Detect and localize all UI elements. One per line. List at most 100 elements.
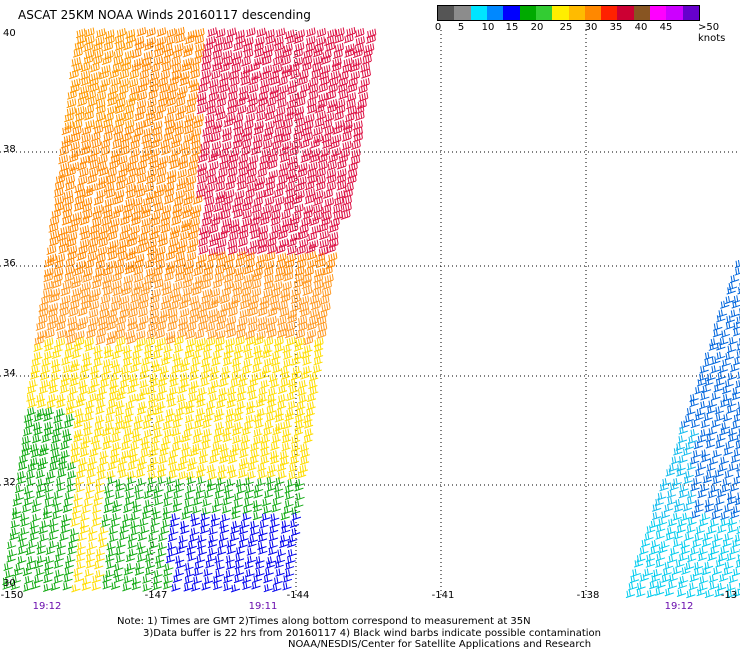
wind-barb bbox=[43, 583, 53, 592]
wind-barb bbox=[298, 394, 308, 404]
wind-barb bbox=[184, 576, 194, 585]
wind-barb bbox=[196, 464, 206, 474]
legend-swatch bbox=[454, 6, 471, 20]
wind-barb bbox=[154, 485, 164, 494]
wind-barb bbox=[254, 48, 264, 59]
wind-barb bbox=[165, 408, 175, 418]
wind-barb bbox=[95, 554, 105, 563]
wind-barb bbox=[232, 435, 242, 444]
wind-barb bbox=[271, 504, 281, 513]
wind-barb bbox=[309, 308, 320, 319]
wind-barb bbox=[225, 555, 235, 564]
wind-barb bbox=[77, 97, 87, 107]
wind-barb bbox=[700, 429, 710, 438]
wind-barb bbox=[116, 91, 127, 102]
wind-barb bbox=[144, 567, 155, 576]
wind-barb bbox=[357, 84, 368, 94]
wind-barb bbox=[153, 48, 164, 58]
wind-barb bbox=[50, 582, 61, 591]
wind-barb bbox=[214, 555, 224, 564]
wind-barb bbox=[41, 357, 51, 367]
wind-barb bbox=[318, 92, 328, 103]
wind-barb bbox=[721, 358, 732, 368]
wind-barb bbox=[119, 532, 129, 541]
wind-barb bbox=[240, 434, 251, 444]
wind-speed-legend bbox=[437, 5, 700, 21]
wind-barb bbox=[273, 336, 284, 347]
wind-barb bbox=[48, 532, 58, 541]
wind-barb bbox=[720, 422, 731, 431]
wind-barb bbox=[286, 34, 297, 45]
wind-barb bbox=[186, 97, 197, 108]
wind-barb bbox=[717, 309, 728, 318]
wind-barb bbox=[703, 413, 713, 422]
wind-barb bbox=[344, 43, 355, 54]
wind-barb bbox=[350, 70, 360, 81]
wind-barb bbox=[694, 499, 704, 508]
wind-barb bbox=[71, 511, 81, 521]
wind-barb bbox=[289, 62, 300, 73]
wind-barb bbox=[171, 427, 182, 437]
wind-barb bbox=[215, 111, 226, 121]
wind-barb bbox=[224, 337, 235, 348]
wind-barb bbox=[128, 393, 138, 403]
wind-barb bbox=[93, 344, 103, 354]
wind-barb bbox=[705, 433, 716, 443]
wind-barb bbox=[70, 372, 80, 382]
wind-barb bbox=[192, 576, 202, 585]
wind-barb bbox=[306, 401, 316, 411]
wind-barb bbox=[73, 429, 84, 439]
wind-barb bbox=[187, 541, 197, 550]
wind-barb bbox=[259, 70, 270, 81]
wind-barb bbox=[91, 582, 101, 591]
wind-barb bbox=[274, 491, 284, 500]
wind-barb bbox=[78, 457, 88, 467]
wind-barb bbox=[694, 505, 704, 514]
wind-barb bbox=[277, 76, 288, 87]
wind-barb bbox=[665, 532, 675, 541]
wind-barb bbox=[274, 41, 285, 52]
wind-barb bbox=[724, 352, 735, 361]
wind-barb bbox=[708, 457, 719, 466]
wind-barb bbox=[257, 470, 267, 480]
wind-barb bbox=[135, 330, 146, 340]
wind-barb bbox=[208, 92, 219, 103]
wind-barb bbox=[242, 505, 252, 514]
wind-barb bbox=[699, 575, 709, 585]
lat-label: 40 bbox=[3, 28, 16, 39]
wind-barb bbox=[206, 479, 217, 488]
wind-barb bbox=[91, 505, 102, 514]
wind-barb bbox=[734, 267, 740, 276]
wind-barb bbox=[210, 287, 221, 298]
wind-barb bbox=[284, 491, 295, 501]
wind-barb bbox=[245, 27, 256, 38]
wind-barb bbox=[218, 540, 228, 549]
wind-barb bbox=[652, 511, 662, 521]
wind-barb bbox=[169, 372, 179, 382]
wind-barb bbox=[326, 28, 337, 39]
wind-barb bbox=[271, 434, 281, 444]
wind-barb bbox=[678, 490, 688, 499]
wind-barb bbox=[715, 413, 725, 422]
wind-barb bbox=[157, 476, 167, 485]
wind-barb bbox=[279, 450, 289, 460]
wind-barb bbox=[152, 422, 162, 432]
wind-barb bbox=[199, 76, 210, 87]
wind-barb bbox=[667, 497, 677, 506]
wind-barb bbox=[49, 525, 59, 534]
wind-barb bbox=[95, 548, 106, 557]
wind-barb bbox=[128, 92, 139, 103]
wind-barb bbox=[236, 485, 247, 495]
wind-barb bbox=[192, 505, 202, 514]
wind-barb bbox=[731, 421, 740, 430]
wind-barb bbox=[290, 442, 301, 452]
wind-barb bbox=[246, 400, 256, 410]
legend-tick: 35 bbox=[609, 22, 623, 33]
wind-barb bbox=[289, 519, 300, 528]
wind-barb bbox=[244, 491, 254, 500]
wind-barb bbox=[136, 554, 147, 563]
wind-barb bbox=[153, 429, 163, 439]
wind-barb bbox=[242, 42, 253, 53]
wind-barb bbox=[711, 392, 721, 401]
wind-barb bbox=[75, 484, 85, 493]
